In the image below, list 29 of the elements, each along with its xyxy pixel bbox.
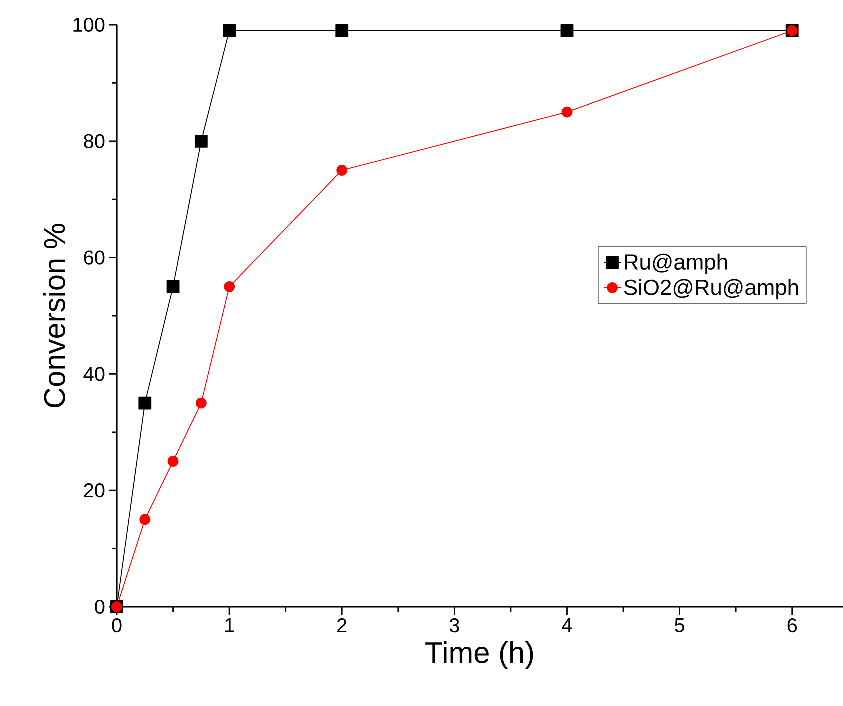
point — [194, 134, 208, 148]
x-tick-label: 2 — [338, 618, 347, 632]
point — [140, 514, 151, 526]
point — [223, 24, 236, 38]
y-tick-label: 100 — [74, 18, 105, 32]
y-tick-label: 40 — [84, 367, 105, 382]
x-tick-label: 6 — [788, 618, 798, 633]
point — [336, 24, 349, 38]
y-tick-label: 80 — [84, 134, 105, 148]
x-tick-label: 5 — [675, 618, 685, 632]
point — [168, 456, 179, 467]
legend-label: SiO2@Ru@amph — [624, 279, 798, 300]
point — [336, 165, 348, 176]
x-tick-label: 3 — [450, 618, 460, 633]
x-tick-label: 1 — [226, 618, 234, 632]
x-tick-label: 0 — [112, 618, 122, 633]
y-tick-label: 0 — [95, 600, 105, 614]
x-tick-label: 4 — [562, 618, 572, 632]
point — [166, 280, 180, 294]
point — [196, 398, 207, 409]
point — [224, 281, 236, 292]
y-axis-title: Conversion % — [43, 224, 66, 408]
y-tick-label: 20 — [84, 484, 105, 498]
point — [560, 24, 574, 38]
legend-label: Ru@amph — [625, 254, 728, 274]
point — [562, 106, 573, 118]
x-axis-title: Time (h) — [426, 641, 534, 670]
point — [138, 396, 152, 410]
y-tick-label: 60 — [84, 250, 105, 265]
